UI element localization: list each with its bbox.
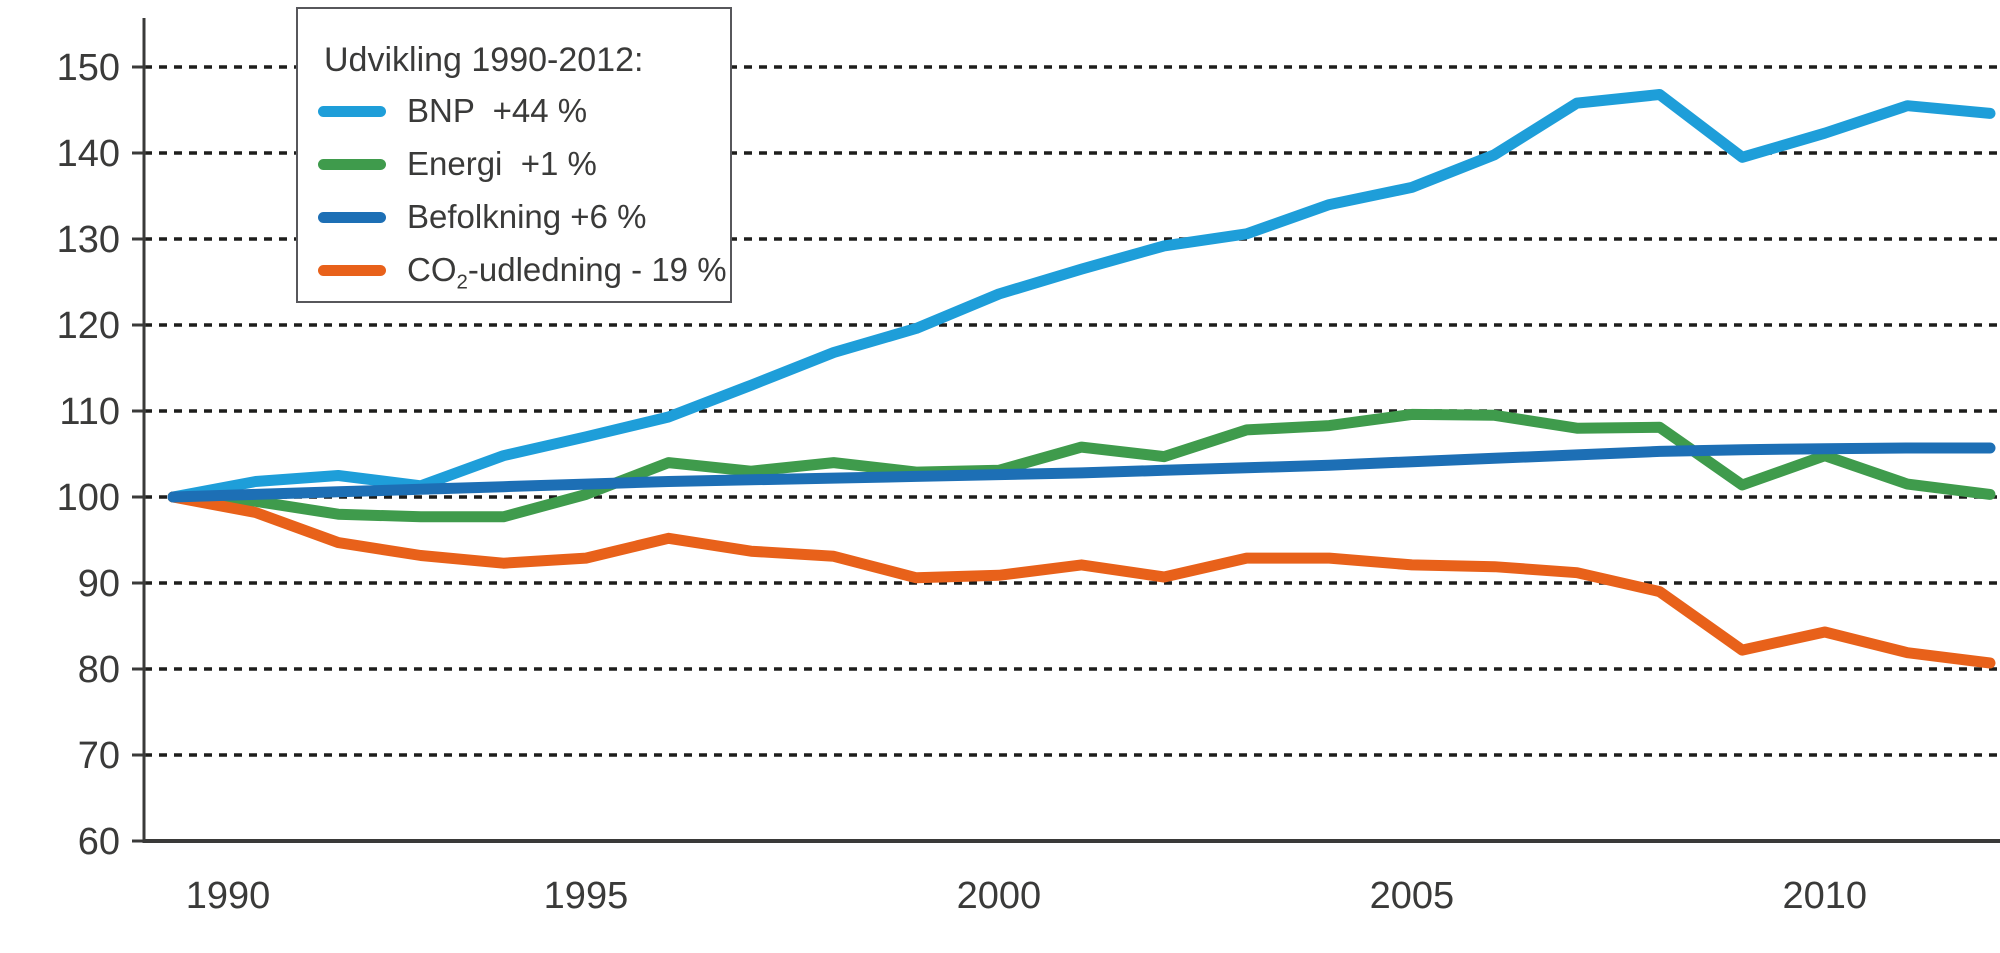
y-tick-label-80: 80 xyxy=(78,649,120,691)
series-line-bnp xyxy=(167,89,1996,503)
legend-label-energi: Energi +1 % xyxy=(407,145,597,182)
y-tick-label-130: 130 xyxy=(57,219,120,261)
legend-title: Udvikling 1990-2012: xyxy=(324,41,644,79)
co2-subscript: 2 xyxy=(456,270,468,294)
legend-item-energi: Energi +1 % xyxy=(318,146,597,182)
legend-swatch-bnp-line xyxy=(318,105,386,117)
legend: Udvikling 1990-2012: BNP +44 % Energi +1… xyxy=(296,7,732,303)
legend-swatch-co2-line xyxy=(318,264,386,276)
x-tick-label-2005: 2005 xyxy=(1370,875,1455,917)
series-line-co2-udledning xyxy=(167,491,1996,669)
x-tick-label-2010: 2010 xyxy=(1783,875,1868,917)
y-tick-label-140: 140 xyxy=(57,133,120,175)
series-line-befolkning xyxy=(167,442,1996,503)
legend-label-bnp: BNP +44 % xyxy=(407,92,588,129)
legend-item-co2: CO2-udledning - 19 % xyxy=(318,251,727,294)
legend-item-bnp: BNP +44 % xyxy=(318,93,587,129)
legend-label-co2: CO2-udledning - 19 % xyxy=(407,251,727,294)
y-tick-label-100: 100 xyxy=(57,477,120,519)
y-tick-label-90: 90 xyxy=(78,563,120,605)
x-tick-label-2000: 2000 xyxy=(957,875,1042,917)
y-tick-label-120: 120 xyxy=(57,305,120,347)
y-tick-label-60: 60 xyxy=(78,821,120,863)
legend-swatch-befolkning-line xyxy=(318,211,386,223)
legend-item-befolkning: Befolkning +6 % xyxy=(318,199,646,235)
series-line-energi xyxy=(167,408,1996,523)
y-tick-label-70: 70 xyxy=(78,735,120,777)
x-tick-label-1995: 1995 xyxy=(544,875,629,917)
legend-label-befolkning: Befolkning +6 % xyxy=(407,198,647,235)
x-tick-label-1990: 1990 xyxy=(186,875,271,917)
y-tick-label-110: 110 xyxy=(59,391,120,433)
y-tick-label-150: 150 xyxy=(57,47,120,89)
legend-swatch-energi-line xyxy=(318,158,386,170)
